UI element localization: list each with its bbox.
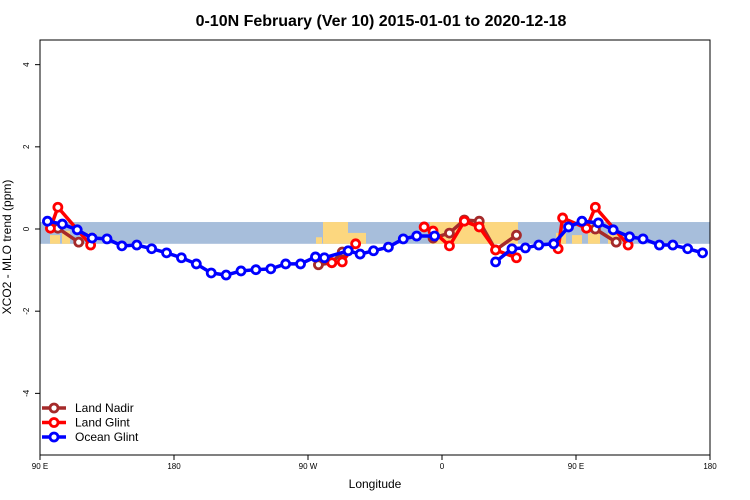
x-tick-label: 90 E xyxy=(32,462,48,471)
data-point xyxy=(131,239,143,251)
data-point xyxy=(354,248,366,260)
data-point xyxy=(548,238,560,250)
legend-label: Land Nadir xyxy=(75,401,134,415)
data-point xyxy=(610,236,622,248)
ocean-band xyxy=(40,222,710,244)
data-point xyxy=(429,230,440,242)
data-point xyxy=(176,252,187,264)
data-point xyxy=(101,233,113,245)
data-point xyxy=(458,215,470,227)
data-point xyxy=(73,236,85,248)
legend-marker xyxy=(48,417,60,428)
data-point xyxy=(295,258,306,270)
data-point xyxy=(161,247,172,259)
map-band xyxy=(40,222,710,244)
data-point xyxy=(42,215,53,227)
data-point xyxy=(418,221,430,233)
data-point xyxy=(52,201,64,213)
x-tick-label: 180 xyxy=(167,462,181,471)
data-point xyxy=(682,243,694,255)
data-point xyxy=(368,245,379,257)
y-tick-label: -2 xyxy=(22,307,31,315)
data-point xyxy=(533,239,545,251)
legend-marker xyxy=(48,431,60,443)
data-point xyxy=(557,212,568,224)
data-point xyxy=(336,256,348,268)
series-layer xyxy=(42,201,708,281)
data-point xyxy=(310,251,321,263)
data-point xyxy=(146,243,158,255)
land-region xyxy=(572,235,582,244)
data-point xyxy=(265,263,277,275)
data-point xyxy=(235,265,247,277)
data-point xyxy=(637,233,649,245)
land-region xyxy=(588,232,600,244)
data-point xyxy=(667,239,679,251)
data-point xyxy=(473,221,485,233)
y-tick-label: -4 xyxy=(22,389,31,397)
data-point xyxy=(624,231,635,243)
data-point xyxy=(280,258,292,270)
data-point xyxy=(563,221,574,233)
data-point xyxy=(589,201,601,213)
legend-label: Ocean Glint xyxy=(75,430,139,444)
x-tick-label: 180 xyxy=(703,462,717,471)
data-point xyxy=(622,239,634,251)
x-axis-label: Longitude xyxy=(349,477,402,491)
y-tick-label: 2 xyxy=(22,144,31,149)
data-point xyxy=(382,241,394,253)
data-point xyxy=(444,240,455,252)
legend-marker xyxy=(48,402,60,414)
data-point xyxy=(444,227,455,239)
data-point xyxy=(318,252,330,264)
data-point xyxy=(250,264,262,276)
data-point xyxy=(511,229,522,241)
data-point xyxy=(116,240,128,252)
series-ocean-glint xyxy=(42,215,708,281)
data-point xyxy=(220,269,232,281)
data-point xyxy=(592,217,604,229)
land-region xyxy=(316,237,322,244)
data-point xyxy=(490,244,502,256)
x-tick-label: 90 E xyxy=(568,462,584,471)
data-point xyxy=(519,242,531,254)
y-tick-label: 4 xyxy=(22,62,31,67)
land-region xyxy=(348,232,366,244)
land-region xyxy=(62,230,70,244)
data-point xyxy=(397,233,409,245)
data-point xyxy=(607,224,619,236)
data-point xyxy=(576,215,588,227)
data-point xyxy=(326,257,338,269)
data-point xyxy=(511,252,522,264)
axes: 90 E 180 90 W 0 90 E 180 4 2 0 -2 -4 xyxy=(22,62,717,471)
y-tick-label: 0 xyxy=(22,226,31,231)
data-point xyxy=(411,230,423,242)
data-point xyxy=(697,247,708,259)
data-point xyxy=(205,267,217,279)
data-point xyxy=(86,232,98,244)
data-point xyxy=(190,258,202,270)
x-tick-label: 90 W xyxy=(299,462,318,471)
land-region xyxy=(323,222,348,244)
data-point xyxy=(506,243,518,255)
data-point xyxy=(56,218,68,230)
x-tick-label: 0 xyxy=(440,462,445,471)
plot-frame xyxy=(39,39,711,456)
y-axis-label: XCO2 - MLO trend (ppm) xyxy=(0,180,14,315)
data-point xyxy=(71,224,83,236)
legend-label: Land Glint xyxy=(75,416,130,430)
data-point xyxy=(342,245,354,257)
data-point xyxy=(653,239,665,251)
data-point xyxy=(490,256,502,268)
data-point xyxy=(350,238,362,250)
chart-title: 0-10N February (Ver 10) 2015-01-01 to 20… xyxy=(196,13,567,30)
land-region xyxy=(50,235,60,244)
